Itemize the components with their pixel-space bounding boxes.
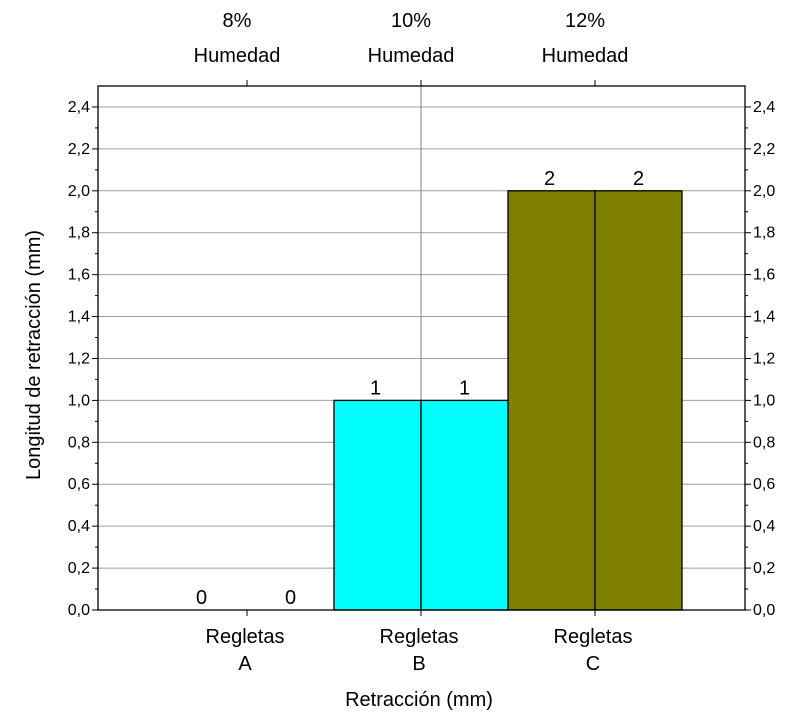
- bar-value-label: 2: [544, 168, 555, 190]
- y-tick-label-right: 0,8: [753, 434, 775, 451]
- y-tick-label-left: 0,6: [68, 476, 90, 493]
- x-category-label: Regletas: [380, 626, 459, 648]
- bar-value-label: 1: [459, 377, 470, 399]
- top-category-label: Humedad: [542, 45, 629, 67]
- bar-value-label: 2: [633, 168, 644, 190]
- x-category-label: C: [586, 653, 600, 675]
- x-axis-title: Retracción (mm): [345, 689, 493, 711]
- top-category-label: 10%: [391, 10, 431, 32]
- y-tick-label-right: 2,0: [753, 183, 775, 200]
- y-tick-label-left: 1,6: [68, 267, 90, 284]
- x-category-label: B: [412, 653, 425, 675]
- y-tick-label-right: 1,0: [753, 392, 775, 409]
- top-category-label: 12%: [565, 10, 605, 32]
- y-tick-label-left: 2,2: [68, 141, 90, 158]
- y-tick-label-right: 1,4: [753, 309, 775, 326]
- bars-layer: [333, 190, 683, 611]
- y-tick-label-left: 1,4: [68, 309, 90, 326]
- y-tick-label-right: 0,4: [753, 518, 775, 535]
- y-tick-label-right: 1,2: [753, 350, 775, 367]
- x-category-label: A: [238, 653, 252, 675]
- y-tick-label-right: 1,6: [753, 267, 775, 284]
- labels-layer: 0,0 0,0 0,2 0,2 0,4 0,4 0,6 0,6 0,8 0,8 1,0 1,0 1,2 1…: [68, 10, 776, 675]
- y-tick-label-left: 2,0: [68, 183, 90, 200]
- y-tick-label-left: 1,0: [68, 392, 90, 409]
- y-tick-label-left: 0,0: [68, 602, 90, 619]
- y-tick-label-right: 0,0: [753, 602, 775, 619]
- y-tick-label-right: 0,6: [753, 476, 775, 493]
- y-tick-label-left: 2,4: [68, 99, 90, 116]
- top-category-label: 8%: [223, 10, 252, 32]
- bar: [333, 399, 422, 611]
- y-tick-label-right: 0,2: [753, 560, 775, 577]
- bar-value-label: 0: [285, 587, 296, 609]
- y-tick-label-left: 0,2: [68, 560, 90, 577]
- y-tick-label-right: 2,4: [753, 99, 775, 116]
- x-category-label: Regletas: [554, 626, 633, 648]
- y-tick-label-left: 1,8: [68, 225, 90, 242]
- top-category-label: Humedad: [194, 45, 281, 67]
- axes-layer: [92, 80, 751, 616]
- y-tick-label-right: 1,8: [753, 225, 775, 242]
- y-tick-label-left: 1,2: [68, 350, 90, 367]
- y-tick-label-left: 0,8: [68, 434, 90, 451]
- y-tick-label-right: 2,2: [753, 141, 775, 158]
- y-tick-label-left: 0,4: [68, 518, 90, 535]
- top-category-label: Humedad: [368, 45, 455, 67]
- bar: [507, 190, 596, 611]
- x-category-label: Regletas: [206, 626, 285, 648]
- bar: [594, 190, 683, 611]
- bar: [420, 399, 509, 611]
- bar-value-label: 0: [196, 587, 207, 609]
- y-axis-title: Longitud de retracción (mm): [23, 230, 45, 480]
- bar-value-label: 1: [370, 377, 381, 399]
